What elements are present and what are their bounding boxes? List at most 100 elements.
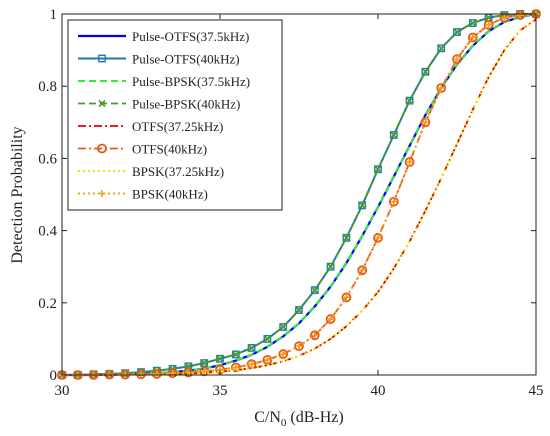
data-point [263,335,272,343]
legend-marker [98,99,106,108]
data-point [231,350,240,359]
data-point [327,315,335,323]
x-axis-title-main: C/N [254,409,281,426]
data-point [262,354,273,365]
data-point [200,367,208,375]
data-point [358,201,367,210]
series-layer [57,9,541,380]
data-point [295,306,303,314]
data-point [232,363,240,371]
data-point [263,356,271,364]
data-point [278,349,289,359]
data-point [420,117,431,128]
data-point [373,232,383,243]
x-axis-title-unit: (dB-Hz) [286,409,343,426]
data-point [421,67,430,76]
legend-marker [98,54,106,63]
data-point [341,292,352,303]
y-tick-label: 1 [50,7,58,23]
data-point [358,266,366,274]
data-point [406,158,414,166]
ticks-layer: 30 35 40 45 0 0.2 0.4 0.6 0.8 1 [38,7,543,399]
data-point [342,234,350,242]
data-point [515,10,526,20]
data-point [342,233,351,242]
data-point [153,370,161,378]
data-point [342,293,350,301]
data-point [327,263,335,271]
data-point [436,83,447,93]
legend-label: OTFS(37.25kHz) [132,119,223,134]
legend-label: Pulse-OTFS(40kHz) [132,52,240,67]
data-point [279,323,287,331]
data-point [453,28,461,36]
data-point [374,234,382,242]
data-point [169,369,177,377]
data-point [200,359,208,367]
data-point [405,96,414,105]
y-axis-title: Detection Probability [9,126,26,263]
legend-item: Pulse-BPSK(37.5kHz) [78,74,250,89]
data-point [500,14,508,22]
y-tick-label: 0.6 [38,151,57,167]
data-point [468,19,477,27]
data-point [485,14,493,22]
data-point [311,286,319,294]
data-point [374,165,382,174]
legend-box [67,19,283,211]
legend-item: Pulse-OTFS(40kHz) [78,52,240,67]
data-point [516,11,524,19]
x-tick-label: 45 [529,383,544,399]
data-point [326,262,335,271]
data-point [248,344,256,352]
data-point [137,370,145,378]
legend-item: BPSK(37.25kHz) [78,164,224,179]
data-point [309,330,320,341]
legend-item: Pulse-BPSK(40kHz) [78,97,240,112]
data-point [469,33,477,41]
x-tick-label: 35 [213,383,228,399]
plot-frame [61,13,537,376]
data-point [294,341,304,352]
data-point [453,55,461,63]
x-axis-title-subscript: 0 [281,417,287,429]
data-point [437,44,446,53]
y-tick-label: 0.4 [38,224,57,240]
series-7 [58,10,540,379]
data-point [295,342,303,350]
legend-label: OTFS(40kHz) [132,142,207,157]
data-point [483,19,494,30]
legend-label: Pulse-BPSK(37.5kHz) [132,74,250,89]
legend-label: Pulse-BPSK(40kHz) [132,97,240,112]
y-tick-label: 0.8 [38,79,57,95]
data-point [406,97,414,105]
legend: Pulse-OTFS(37.5kHz) Pulse-OTFS(40kHz) Puls… [67,19,283,211]
data-point [390,198,398,206]
data-point [247,344,256,352]
data-point [263,335,271,343]
data-point [310,286,319,295]
data-point [311,331,319,339]
legend-label: Pulse-OTFS(37.5kHz) [132,29,249,44]
data-point [453,28,461,36]
data-point [374,165,382,173]
data-point [467,32,478,43]
legend-marker [98,190,106,197]
data-point [248,360,256,368]
data-point [216,355,224,363]
data-point [389,131,398,139]
data-point [437,84,445,92]
data-point [279,323,288,331]
data-point [469,19,477,27]
data-point [388,196,399,207]
data-point [421,68,429,76]
data-point [390,131,398,139]
data-point [279,350,287,358]
data-point [437,44,445,52]
data-point [404,157,415,167]
data-point [232,350,240,358]
legend-label: BPSK(37.25kHz) [132,164,224,179]
data-point [357,265,368,276]
data-point [358,201,366,209]
